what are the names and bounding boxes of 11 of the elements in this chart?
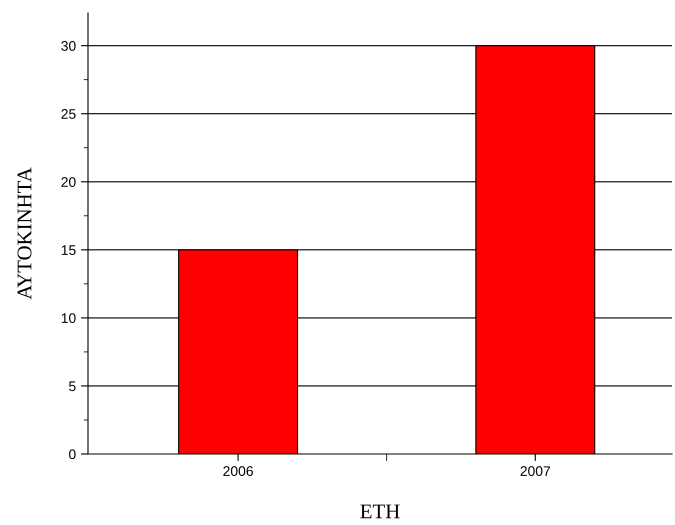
- y-tick-label: 10: [62, 313, 76, 324]
- y-tick-label: 0: [69, 449, 76, 460]
- y-tick-label: 15: [62, 245, 76, 256]
- y-tick-label: 5: [69, 381, 76, 392]
- x-tick-label: 2007: [520, 466, 550, 476]
- y-tick-label: 30: [61, 41, 76, 51]
- y-tick-label: 25: [61, 109, 76, 119]
- x-axis-title: ΕΤΗ: [360, 504, 400, 518]
- x-tick-label: 2006: [223, 466, 253, 476]
- y-tick-label: 20: [61, 177, 76, 187]
- y-axis-title: ΑΥΤΟΚΙΝΗΤΑ: [18, 167, 32, 300]
